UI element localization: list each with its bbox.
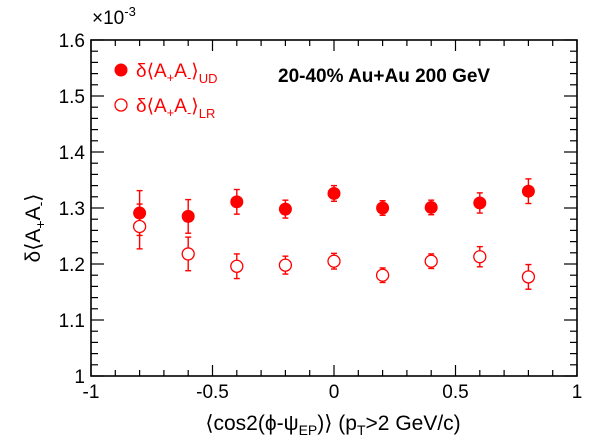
data-point-lr xyxy=(132,219,147,234)
x-axis-title: ⟨cos2(ϕ-ψEP)⟩ (pT>2 GeV/c) xyxy=(205,412,460,438)
legend-label-lr: δ⟨A+A-⟩LR xyxy=(136,96,215,121)
data-point-lr xyxy=(424,254,438,268)
y-axis-title: δ⟨A+A-⟩ xyxy=(22,194,48,263)
x-tick-label: -0.5 xyxy=(196,382,229,403)
legend-label-ud: δ⟨A+A-⟩UD xyxy=(136,61,218,86)
data-point-ud xyxy=(230,195,244,209)
x-tick-label: -1 xyxy=(83,382,100,403)
x-tick-label: 0 xyxy=(329,382,340,403)
data-point-ud xyxy=(327,186,341,200)
y-tick-label: 1.4 xyxy=(59,143,86,164)
plot-frame xyxy=(90,39,578,377)
data-point-lr xyxy=(181,247,195,261)
data-point-ud xyxy=(521,184,535,198)
data-point-ud xyxy=(278,202,292,216)
y-tick-label: 1.1 xyxy=(59,311,85,332)
data-point-lr xyxy=(230,259,244,273)
data-point-ud xyxy=(424,200,438,214)
legend-marker-ud xyxy=(114,63,128,77)
x-tick-label: 1 xyxy=(572,382,583,403)
y-tick-label: 1.5 xyxy=(59,87,85,108)
series-layer xyxy=(132,178,536,290)
y-multiplier: ×10-3 xyxy=(92,4,136,29)
data-point-ud xyxy=(473,196,487,210)
tick-labels: -1 -0.5 0 0.5 1 1 1.1 1.2 1.3 1.4 1.5 1.6 xyxy=(59,31,583,403)
data-point-lr xyxy=(375,268,390,282)
y-tick-label: 1.2 xyxy=(59,255,85,276)
y-tick-label: 1.3 xyxy=(59,199,85,220)
y-tick-label: 1 xyxy=(74,367,85,388)
series-lr xyxy=(132,203,536,290)
legend-marker-lr xyxy=(114,98,128,112)
y-tick-label: 1.6 xyxy=(59,31,85,52)
annotation: 20-40% Au+Au 200 GeV xyxy=(278,66,490,87)
data-point-lr xyxy=(327,254,341,268)
x-tick-label: 0.5 xyxy=(442,382,468,403)
data-point-ud xyxy=(181,209,195,223)
legend: δ⟨A+A-⟩UD δ⟨A+A-⟩LR xyxy=(114,61,218,121)
data-point-ud xyxy=(376,201,390,215)
axis-ticks xyxy=(90,39,578,377)
data-point-lr xyxy=(278,258,293,272)
data-point-lr xyxy=(473,250,487,264)
data-point-lr xyxy=(521,270,536,284)
series-ud xyxy=(133,178,535,237)
